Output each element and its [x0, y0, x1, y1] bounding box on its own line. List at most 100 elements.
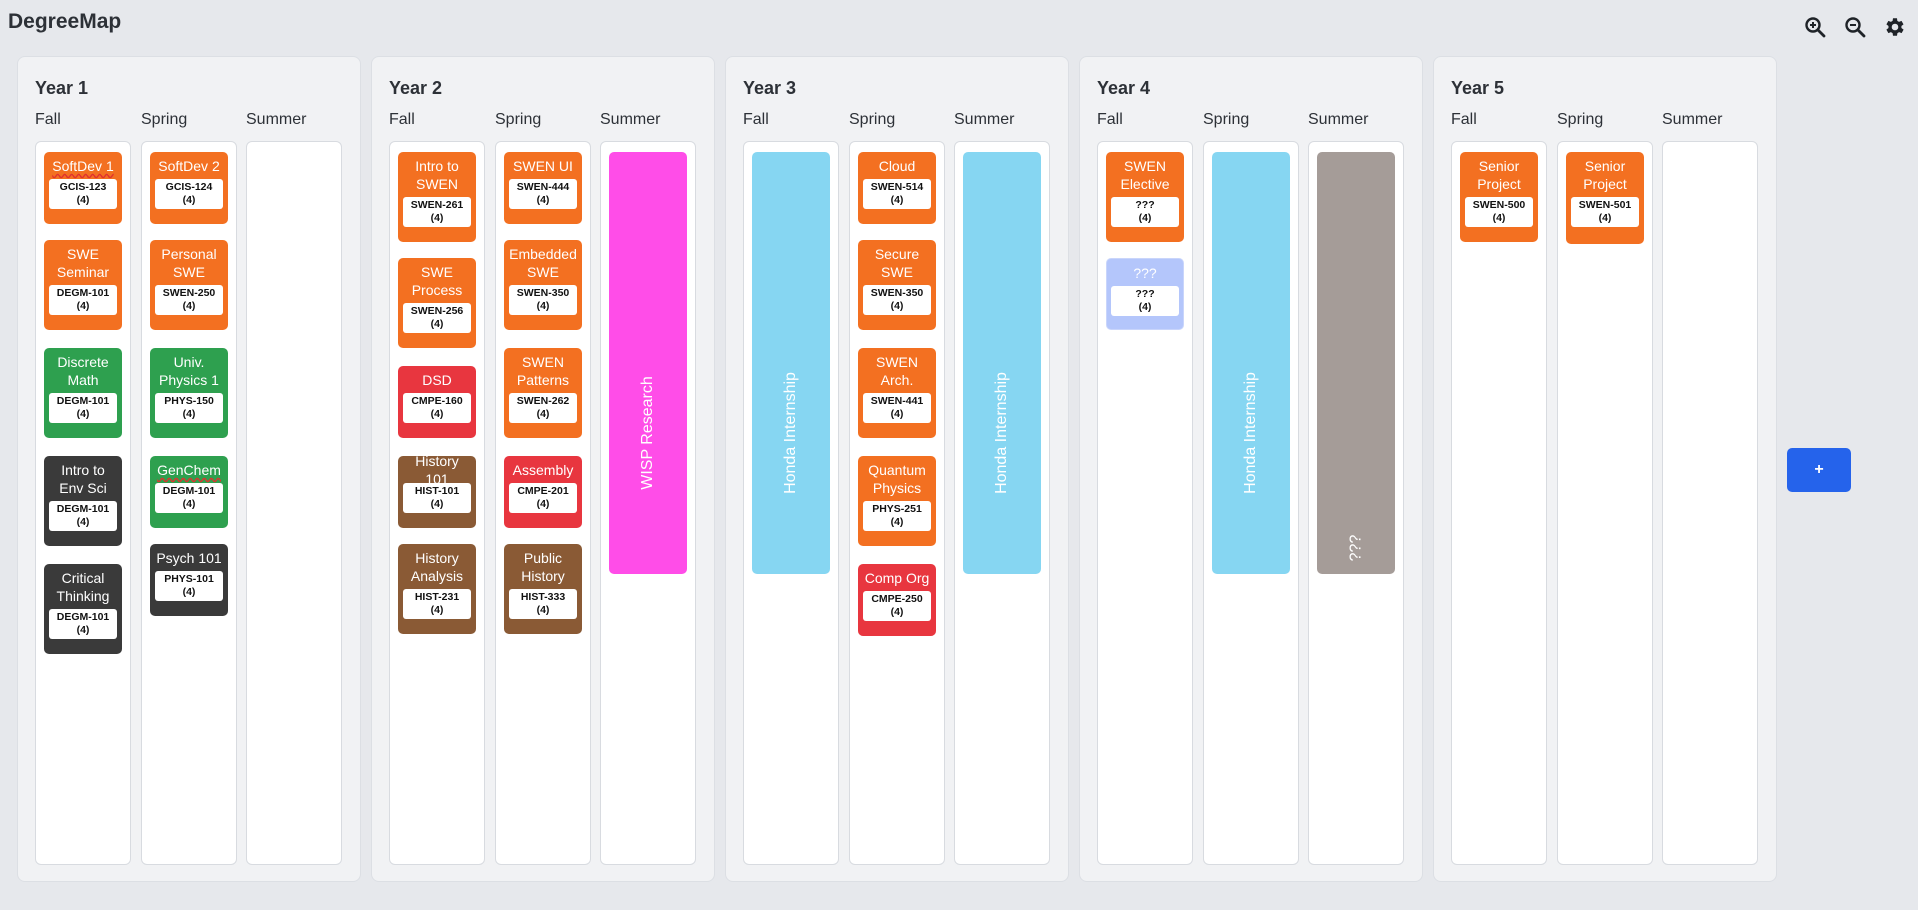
zoom-in-button[interactable]: [1802, 14, 1828, 40]
course-card[interactable]: Psych 101 PHYS-101 (4): [150, 544, 228, 616]
course-credits: (4): [536, 194, 550, 206]
term-column-summer[interactable]: Honda Internship: [954, 141, 1050, 865]
year-panel: Year 5 Fall Spring Summer Senior Project…: [1433, 56, 1777, 882]
course-code: SWEN-514 (4): [863, 179, 931, 209]
course-name: Personal SWE: [161, 246, 217, 280]
course-card[interactable]: ??? ??? (4): [1106, 258, 1184, 330]
course-code-text: DEGM-101: [56, 287, 110, 299]
add-year-button[interactable]: +: [1787, 448, 1851, 492]
course-card[interactable]: Public History HIST-333 (4): [504, 544, 582, 634]
course-credits: (4): [890, 516, 904, 528]
course-code-text: SWEN-256: [410, 305, 464, 317]
term-column-spring[interactable]: SoftDev 2 GCIS-124 (4) Personal SWE SWEN-…: [141, 141, 237, 865]
course-name: Public History: [521, 550, 565, 584]
term-column-summer[interactable]: [246, 141, 342, 865]
term-column-summer[interactable]: WISP Research: [600, 141, 696, 865]
activity-card[interactable]: ???: [1317, 152, 1395, 574]
course-code-text: SWEN-444: [516, 181, 570, 193]
zoom-out-button[interactable]: [1842, 14, 1868, 40]
activity-card[interactable]: Honda Internship: [752, 152, 830, 574]
course-code-text: CMPE-201: [517, 485, 569, 497]
course-card[interactable]: Cloud SWEN-514 (4): [858, 152, 936, 224]
course-card[interactable]: History 101 HIST-101 (4): [398, 453, 476, 528]
activity-card[interactable]: Honda Internship: [963, 152, 1041, 574]
gear-icon: [1886, 18, 1904, 36]
term-column-spring[interactable]: Cloud SWEN-514 (4) Secure SWE SWEN-350 (4)…: [849, 141, 945, 865]
course-code: PHYS-251 (4): [863, 501, 931, 531]
activity-card[interactable]: WISP Research: [609, 152, 687, 574]
course-name: Critical Thinking: [56, 570, 110, 604]
course-card[interactable]: SWEN Patterns SWEN-262 (4): [504, 348, 582, 438]
course-code: CMPE-160 (4): [403, 393, 471, 423]
course-card[interactable]: SWEN Arch. SWEN-441 (4): [858, 348, 936, 438]
term-column-fall[interactable]: SoftDev 1 GCIS-123 (4) SWE Seminar DEGM-1…: [35, 141, 131, 865]
year-title: Year 3: [743, 78, 797, 98]
course-card[interactable]: Comp Org CMPE-250 (4): [858, 564, 936, 636]
year-title: Year 2: [389, 78, 443, 98]
term-column-fall[interactable]: Senior Project SWEN-500 (4): [1451, 141, 1547, 865]
course-credits: (4): [890, 408, 904, 420]
course-code: CMPE-201 (4): [509, 483, 577, 513]
course-card[interactable]: Secure SWE SWEN-350 (4): [858, 240, 936, 330]
course-code-text: SWEN-501: [1578, 199, 1632, 211]
course-code-text: HIST-231: [414, 591, 460, 603]
activity-name: ???: [1346, 534, 1364, 562]
course-credits: (4): [1138, 301, 1152, 313]
course-card[interactable]: Intro to Env Sci DEGM-101 (4): [44, 456, 122, 546]
course-card[interactable]: Assembly CMPE-201 (4): [504, 456, 582, 528]
course-card[interactable]: Discrete Math DEGM-101 (4): [44, 348, 122, 438]
term-column-fall[interactable]: Honda Internship: [743, 141, 839, 865]
course-card[interactable]: Embedded SWE SWEN-350 (4): [504, 240, 582, 330]
course-card[interactable]: GenChem DEGM-101 (4): [150, 456, 228, 528]
settings-button[interactable]: [1882, 14, 1908, 40]
course-code-text: GCIS-124: [165, 181, 213, 193]
course-card[interactable]: Senior Project SWEN-500 (4): [1460, 152, 1538, 242]
term-column-summer[interactable]: ???: [1308, 141, 1404, 865]
course-card[interactable]: Critical Thinking DEGM-101 (4): [44, 564, 122, 654]
course-card[interactable]: Intro to SWEN SWEN-261 (4): [398, 152, 476, 242]
course-code-text: DEGM-101: [56, 503, 110, 515]
course-card[interactable]: DSD CMPE-160 (4): [398, 366, 476, 438]
year-panel: Year 4 Fall Spring Summer SWEN Elective …: [1079, 56, 1423, 882]
course-card[interactable]: SWEN Elective ??? (4): [1106, 152, 1184, 242]
term-column-spring[interactable]: SWEN UI SWEN-444 (4) Embedded SWE SWEN-35…: [495, 141, 591, 865]
term-column-fall[interactable]: Intro to SWEN SWEN-261 (4) SWE Process SW…: [389, 141, 485, 865]
zoom-in-icon: [1805, 17, 1826, 38]
course-credits: (4): [1598, 212, 1612, 224]
course-code-text: GCIS-123: [59, 181, 107, 193]
course-code: DEGM-101 (4): [49, 393, 117, 423]
course-name: Comp Org: [864, 570, 930, 586]
term-label-spring: Spring: [1557, 111, 1604, 128]
course-card[interactable]: Univ. Physics 1 PHYS-150 (4): [150, 348, 228, 438]
term-column-summer[interactable]: [1662, 141, 1758, 865]
course-credits: (4): [430, 318, 444, 330]
term-label-fall: Fall: [35, 111, 61, 128]
course-card[interactable]: SWE Process SWEN-256 (4): [398, 258, 476, 348]
course-code: SWEN-256 (4): [403, 303, 471, 333]
course-name: ???: [1133, 265, 1157, 281]
course-card[interactable]: History Analysis HIST-231 (4): [398, 544, 476, 634]
course-card[interactable]: Senior Project SWEN-501 (4): [1566, 152, 1644, 244]
term-column-spring[interactable]: Honda Internship: [1203, 141, 1299, 865]
course-card[interactable]: Quantum Physics PHYS-251 (4): [858, 456, 936, 546]
course-card[interactable]: SoftDev 1 GCIS-123 (4): [44, 152, 122, 224]
course-card[interactable]: SoftDev 2 GCIS-124 (4): [150, 152, 228, 224]
term-column-spring[interactable]: Senior Project SWEN-501 (4): [1557, 141, 1653, 865]
term-label-summer: Summer: [1308, 111, 1369, 128]
course-code: CMPE-250 (4): [863, 591, 931, 621]
course-card[interactable]: SWE Seminar DEGM-101 (4): [44, 240, 122, 330]
term-label-summer: Summer: [246, 111, 307, 128]
activity-card[interactable]: Honda Internship: [1212, 152, 1290, 574]
app-title: DegreeMap: [8, 10, 122, 33]
course-code-text: SWEN-500: [1472, 199, 1526, 211]
course-name: SWEN Patterns: [516, 354, 570, 388]
course-card[interactable]: SWEN UI SWEN-444 (4): [504, 152, 582, 224]
course-code-text: HIST-101: [414, 485, 460, 497]
course-credits: (4): [536, 300, 550, 312]
course-code: ??? (4): [1111, 197, 1179, 227]
course-name: Cloud: [878, 158, 916, 174]
term-column-fall[interactable]: SWEN Elective ??? (4) ??? ??? (4): [1097, 141, 1193, 865]
course-name: Intro to SWEN: [415, 158, 459, 192]
course-credits: (4): [1492, 212, 1506, 224]
course-card[interactable]: Personal SWE SWEN-250 (4): [150, 240, 228, 330]
